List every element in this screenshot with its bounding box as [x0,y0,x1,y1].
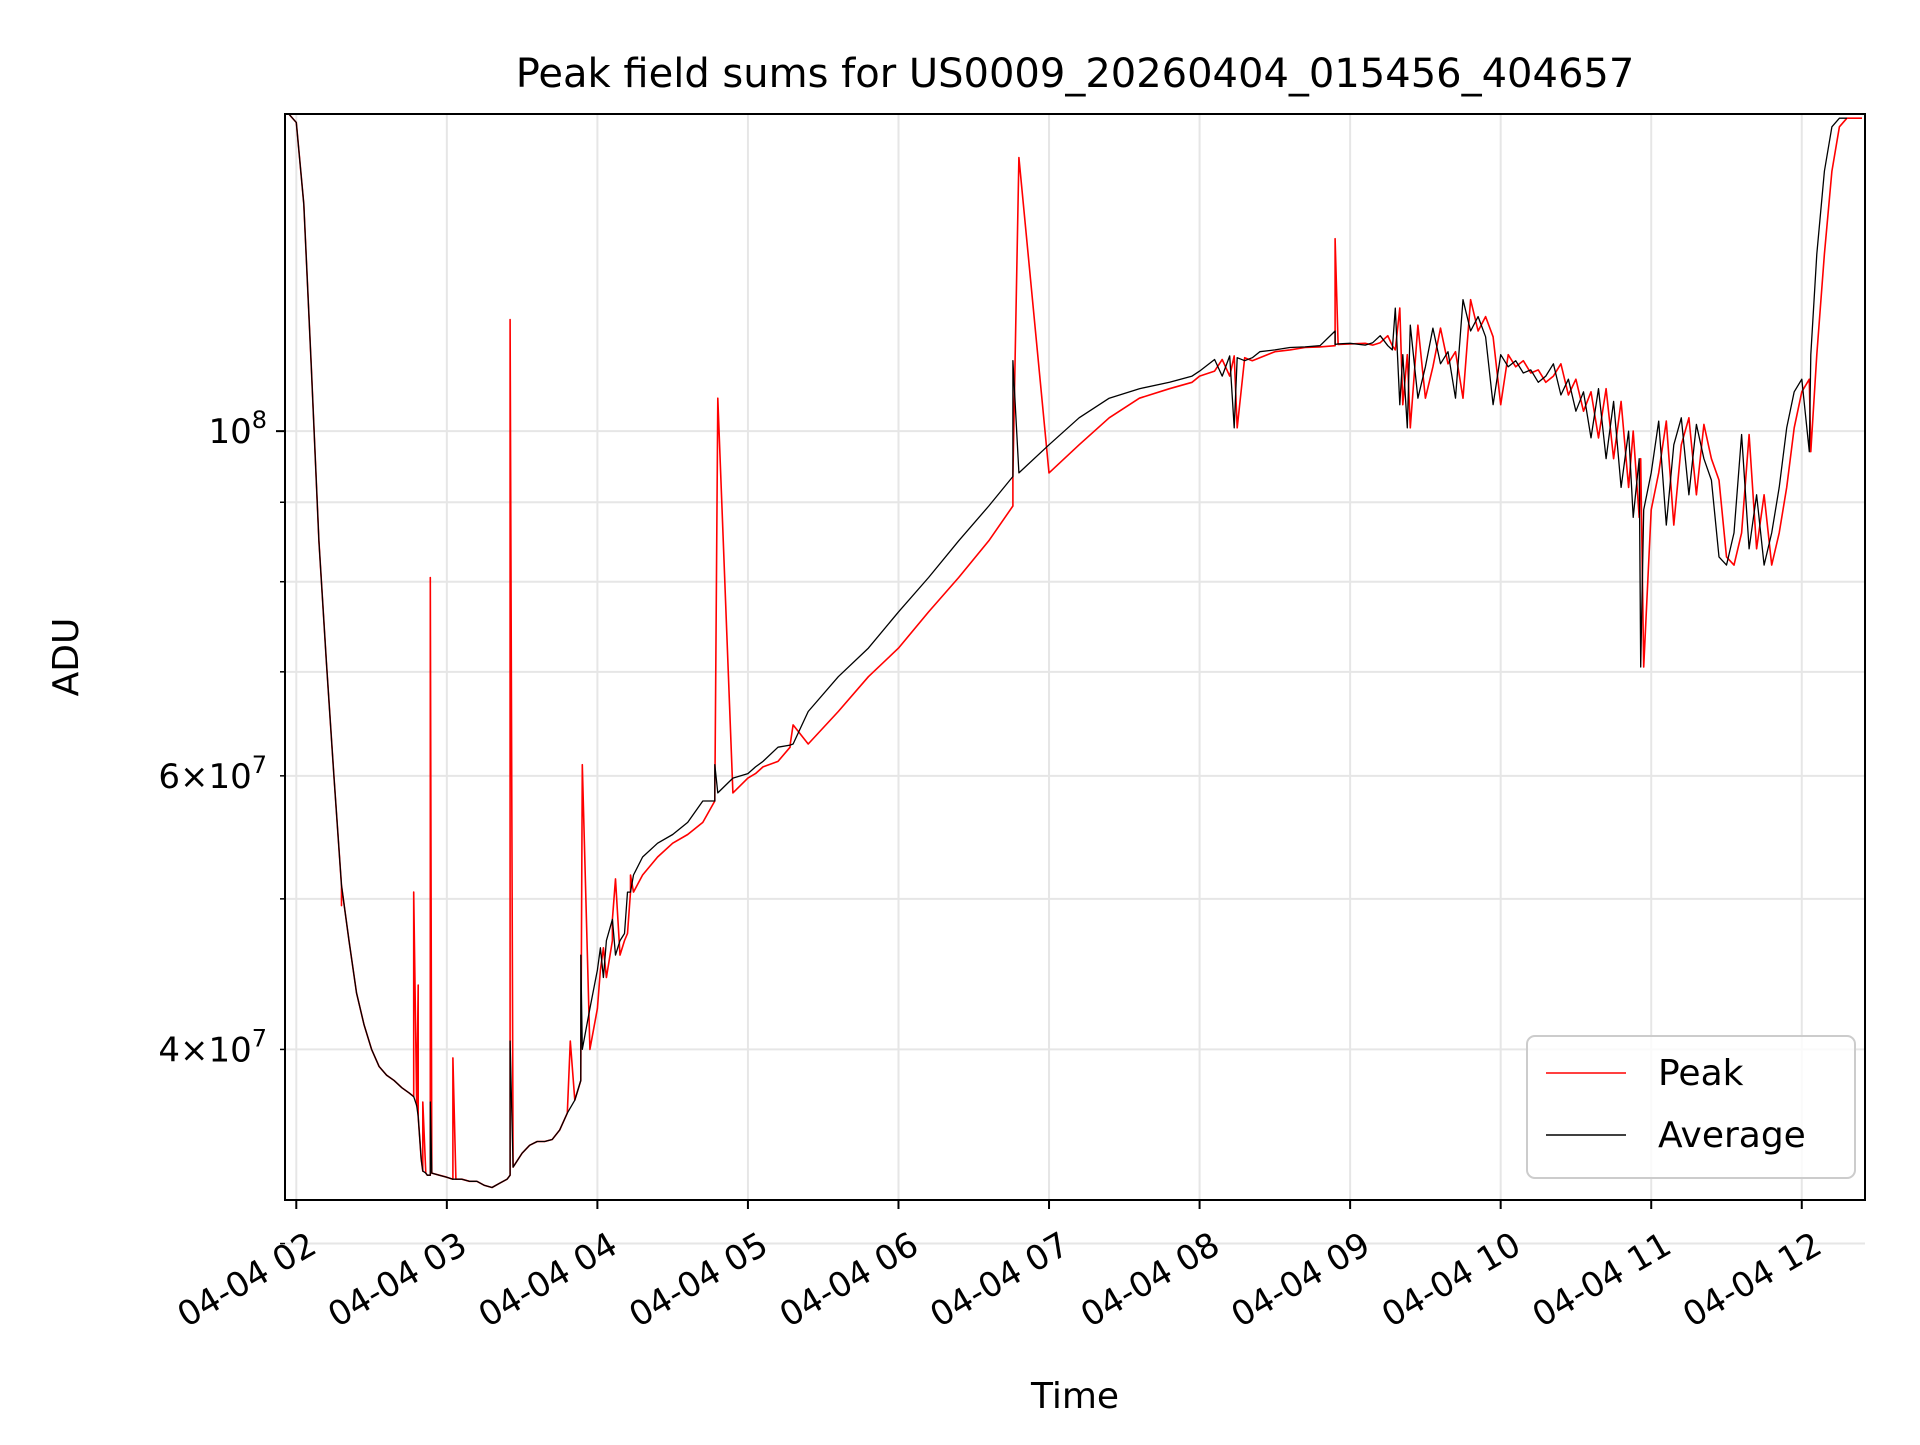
plot-frame [284,113,1866,1201]
x-axis-label: Time [1030,1376,1119,1417]
legend-label-average: Average [1658,1115,1806,1156]
y-axis: 108 4×107 6×107 [158,406,285,1245]
series-group [288,114,1862,1189]
legend-box [1526,1035,1856,1179]
legend: Peak Average [1526,1035,1856,1179]
y-axis-label: ADU [46,618,87,697]
series-line-average [288,114,1847,1189]
y-tick-label: 108 [208,406,267,452]
legend-label-peak: Peak [1658,1053,1744,1094]
chart-title: Peak field sums for US0009_20260404_0154… [516,51,1635,97]
y-tick-label: 4×107 [158,1024,267,1070]
y-tick-label: 6×107 [158,751,267,797]
